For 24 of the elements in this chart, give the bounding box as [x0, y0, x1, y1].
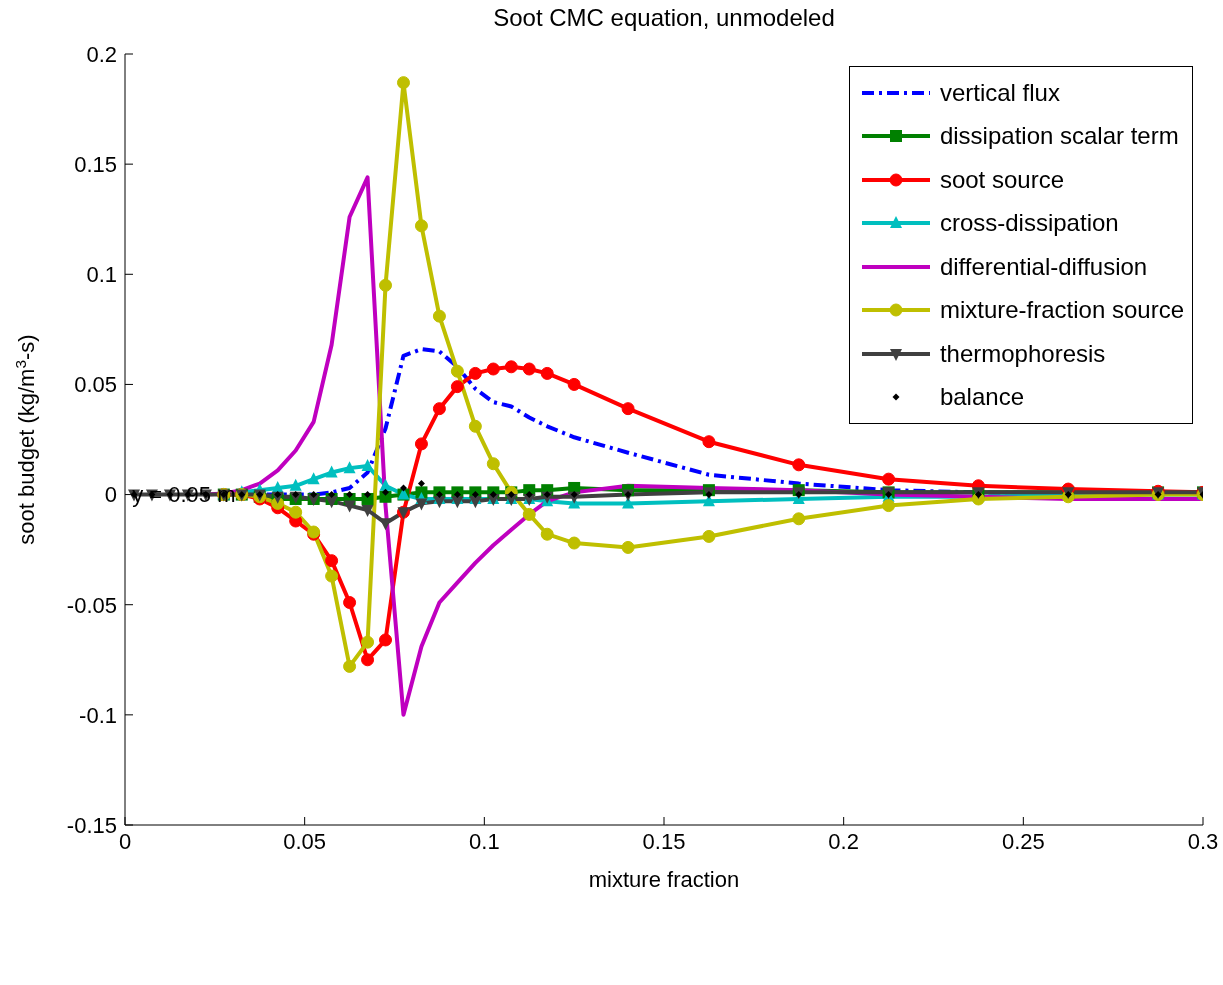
x-tick-label: 0.1 [469, 828, 500, 854]
legend-label: vertical flux [939, 78, 1060, 107]
x-axis-title: mixture fraction [588, 867, 740, 892]
x-tick-label: 0.05 [283, 828, 327, 854]
legend-label: balance [939, 383, 1024, 412]
legend-label: mixture-fraction source [939, 296, 1184, 325]
x-tick-label: 0.3 [1187, 828, 1219, 854]
y-tick-label: -0.05 [66, 592, 117, 618]
legend-label: dissipation scalar term [939, 122, 1179, 151]
legend-label: soot source [939, 165, 1064, 194]
x-tick-label: 0.25 [1001, 828, 1045, 854]
y-tick-label: 0.1 [86, 262, 117, 288]
chart-title: Soot CMC equation, unmodeled [492, 4, 836, 32]
legend-label: thermophoresis [939, 339, 1106, 368]
legend-label: differential-diffusion [939, 252, 1148, 281]
y-tick-label: 0.15 [74, 151, 117, 177]
y-tick-label: -0.15 [66, 812, 117, 838]
x-tick-label: 0.15 [642, 828, 686, 854]
x-tick-label: 0.2 [828, 828, 859, 854]
legend-label: cross-dissipation [939, 209, 1119, 238]
y-tick-label: 0.05 [74, 372, 117, 398]
y-tick-label: 0.2 [86, 41, 117, 67]
y-tick-label: 0 [104, 482, 117, 508]
y-tick-label: -0.1 [79, 702, 117, 728]
